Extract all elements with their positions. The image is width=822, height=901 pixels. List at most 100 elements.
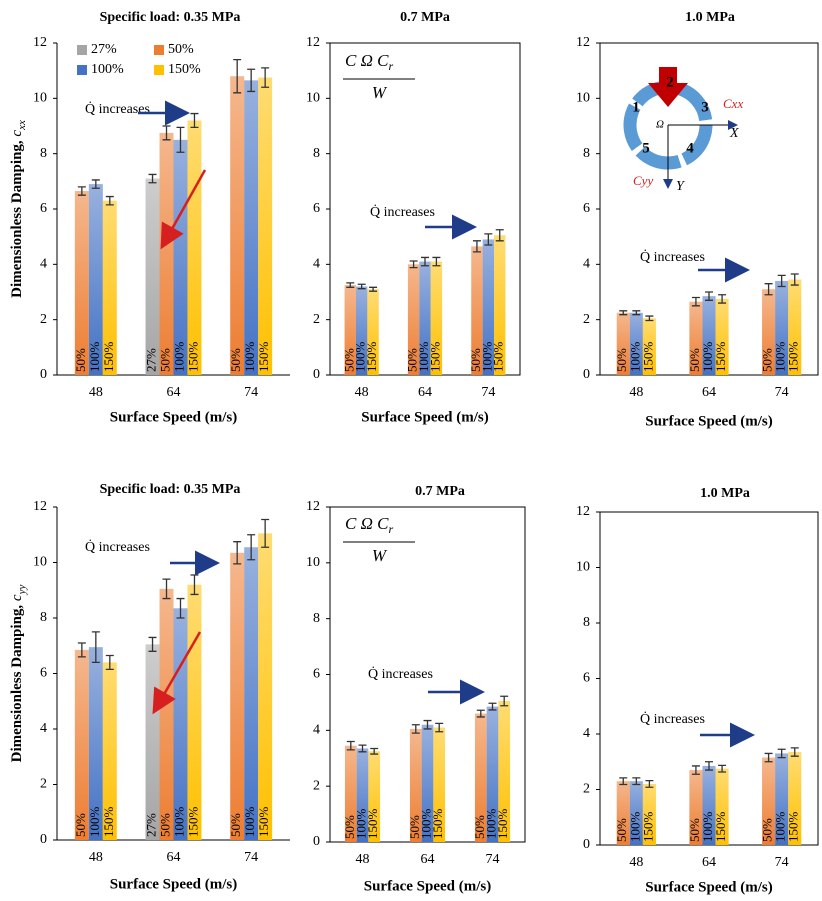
bar-label: 50%: [468, 348, 483, 372]
y-label-text: Dimensionless Damping,: [9, 601, 25, 762]
y-label-sub: yy: [16, 585, 28, 596]
y-tick-label: 6: [313, 201, 320, 216]
error-bar: [705, 761, 713, 771]
bar-label: 150%: [256, 807, 271, 838]
error-bar: [764, 752, 773, 763]
bar: [102, 200, 117, 375]
bar-label: 150%: [101, 342, 116, 373]
y-tick-label: 0: [313, 834, 320, 849]
y-tick-label: 0: [583, 367, 590, 382]
error-bar: [488, 702, 497, 711]
x-tick-label: 74: [244, 385, 258, 400]
error-bar: [176, 126, 185, 153]
bar: [244, 547, 259, 840]
error-bar: [346, 740, 355, 751]
bar: [430, 261, 443, 375]
bar-label: 150%: [640, 812, 655, 843]
pad-label: 4: [686, 140, 694, 156]
error-bar: [233, 541, 242, 565]
y-label-var: c: [9, 594, 25, 601]
y-tick-label: 4: [313, 723, 320, 738]
y-tick-label: 2: [583, 312, 590, 327]
y-tick-label: 8: [40, 610, 47, 625]
bar: [187, 120, 202, 375]
bar: [642, 783, 656, 845]
chart-title: Specific load: 0.35 MPa: [100, 482, 241, 497]
bar: [642, 318, 656, 375]
bar-label: 50%: [760, 348, 775, 372]
bar-label: 150%: [713, 812, 728, 843]
bar-label: 100%: [353, 809, 368, 840]
bar-label: 50%: [472, 815, 487, 839]
y-tick-label: 4: [40, 721, 47, 736]
legend-label: 150%: [168, 62, 201, 77]
formula-denominator: W: [372, 83, 388, 102]
bar-label: 50%: [228, 813, 243, 837]
bar-label: 50%: [342, 815, 357, 839]
bar: [616, 312, 630, 375]
load-arrow-head: [648, 83, 688, 107]
error-bar: [77, 642, 86, 658]
y-tick-label: 6: [40, 201, 47, 216]
y-tick-label: 6: [583, 671, 590, 686]
y-tick-label: 10: [306, 91, 320, 106]
bar: [145, 644, 160, 840]
error-bar: [790, 273, 799, 286]
error-bar: [409, 260, 418, 269]
y-tick-label: 8: [40, 146, 47, 161]
x-tick-label: 74: [481, 385, 495, 400]
y-tick-label: 8: [313, 146, 320, 161]
bar-label: 50%: [405, 348, 420, 372]
bar: [762, 757, 776, 845]
error-bar: [718, 294, 727, 304]
legend-label: 27%: [91, 42, 117, 57]
pad-label: 3: [701, 99, 709, 115]
y-tick-label: 12: [306, 35, 320, 50]
x-tick-label: 74: [244, 850, 258, 865]
bar: [159, 588, 174, 840]
bar-label: 27%: [144, 348, 159, 372]
x-tick-label: 48: [355, 385, 369, 400]
bar: [159, 132, 174, 375]
formula-num-text: C Ω C: [345, 514, 389, 533]
bar-label: 100%: [418, 809, 433, 840]
error-bar: [357, 283, 366, 290]
error-bar: [632, 310, 641, 316]
y-tick-label: 8: [313, 611, 320, 626]
error-bar: [718, 764, 727, 773]
y-tick-label: 10: [33, 555, 47, 570]
error-bar: [148, 173, 157, 184]
bar-label: 50%: [407, 815, 422, 839]
y-label-text: Dimensionless Damping,: [9, 137, 25, 298]
bar: [74, 191, 89, 375]
x-tick-label: 64: [702, 855, 716, 870]
y-label-var: c: [9, 130, 25, 137]
error-bar: [91, 631, 100, 664]
x-axis-label: Surface Speed (m/s): [364, 878, 492, 894]
error-bar: [261, 518, 270, 548]
bar: [74, 649, 89, 840]
error-bar: [632, 777, 641, 786]
bar: [474, 713, 487, 842]
bar: [702, 765, 716, 845]
bar-label: 100%: [171, 342, 186, 373]
bar-label: 100%: [242, 807, 257, 838]
bar-label: 50%: [228, 348, 243, 372]
x-axis-label: Surface Speed (m/s): [645, 413, 773, 429]
x-axis-label: Surface Speed (m/s): [110, 409, 238, 425]
bar-label: 100%: [700, 812, 715, 843]
bar-label: 150%: [185, 807, 200, 838]
bar-label: 50%: [687, 818, 702, 842]
bar-label: 50%: [73, 348, 88, 372]
bar-label: 50%: [760, 818, 775, 842]
error-bar: [764, 283, 773, 296]
x-force-label: Cxx: [723, 96, 743, 111]
error-bar: [500, 695, 509, 707]
chart-title: 0.7 MPa: [400, 10, 450, 25]
bar-label: 100%: [242, 342, 257, 373]
y-tick-label: 12: [306, 499, 320, 514]
error-bar: [369, 286, 378, 292]
error-bar: [645, 779, 654, 788]
error-bar: [421, 256, 429, 267]
